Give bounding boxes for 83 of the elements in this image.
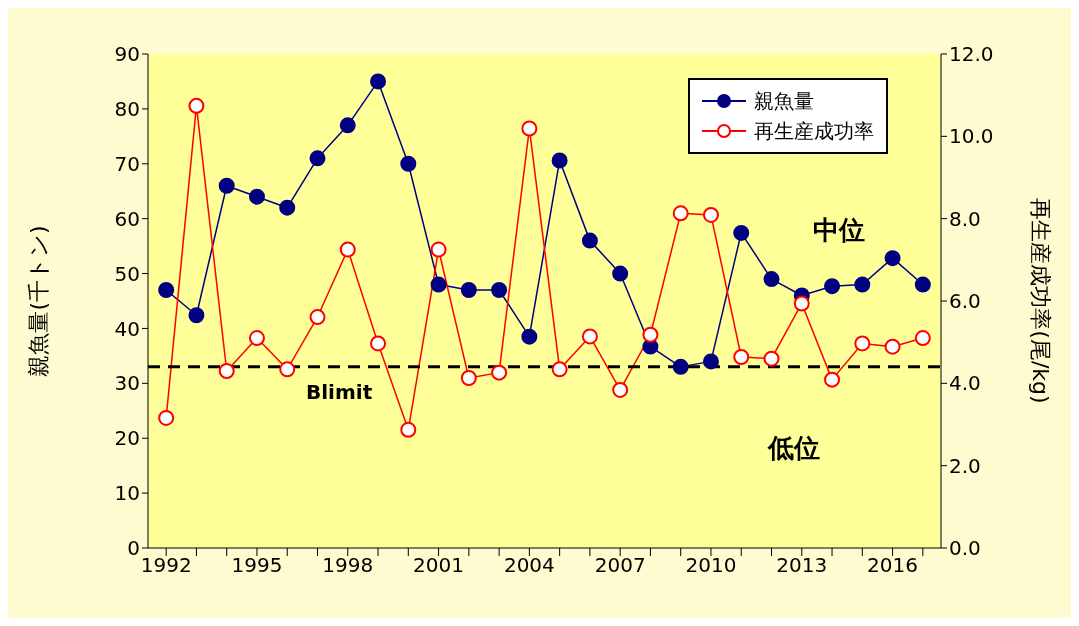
y2-tick-label: 2.0 (949, 453, 981, 478)
legend-label: 再生産成功率 (754, 117, 874, 145)
legend-label: 親魚量 (754, 87, 814, 115)
x-tick-label: 2007 (594, 553, 646, 578)
y-tick-label: 50 (114, 261, 140, 286)
point (793, 295, 810, 312)
point (733, 224, 750, 241)
point (914, 276, 931, 293)
x-tick-label: 2016 (867, 553, 919, 578)
point (309, 150, 326, 167)
point (188, 307, 205, 324)
x-tick-label: 2001 (413, 553, 465, 578)
point (551, 152, 568, 169)
y-tick-label: 30 (114, 371, 140, 396)
point (279, 361, 296, 378)
y2-axis-title: 再生産成功率(尾/kg) (1028, 198, 1054, 404)
y2-tick-label: 8.0 (949, 206, 981, 231)
y-tick-label: 70 (114, 151, 140, 176)
point (491, 364, 508, 381)
x-tick-label: 1998 (322, 553, 374, 578)
point (763, 271, 780, 288)
point (218, 177, 235, 194)
point (248, 330, 265, 347)
point (309, 309, 326, 326)
point (612, 381, 629, 398)
point (158, 282, 175, 299)
y-tick-label: 60 (114, 206, 140, 231)
y-tick-label: 10 (114, 481, 140, 506)
point (491, 282, 508, 299)
x-tick-label: 2010 (685, 553, 737, 578)
point (672, 358, 689, 375)
point (672, 205, 689, 222)
point (370, 335, 387, 352)
x-tick-label: 1992 (140, 553, 192, 578)
point (854, 335, 871, 352)
point (763, 350, 780, 367)
point (551, 361, 568, 378)
point (188, 97, 205, 114)
point (460, 282, 477, 299)
point (248, 188, 265, 205)
point (884, 338, 901, 355)
y2-tick-label: 4.0 (949, 371, 981, 396)
y2-tick-label: 10.0 (949, 124, 994, 149)
y-axis-title: 親魚量(千トン) (25, 225, 51, 377)
y-tick-label: 90 (114, 42, 140, 67)
y-tick-label: 20 (114, 426, 140, 451)
y-tick-label: 40 (114, 316, 140, 341)
y-tick-label: 0 (127, 536, 140, 561)
point (914, 330, 931, 347)
point (612, 265, 629, 282)
x-tick-label: 2004 (503, 553, 555, 578)
point (218, 362, 235, 379)
point (733, 348, 750, 365)
point (642, 326, 659, 343)
point (824, 371, 841, 388)
point (339, 241, 356, 258)
x-tick-label: 2013 (776, 553, 828, 578)
point (702, 206, 719, 223)
y-tick-label: 80 (114, 96, 140, 121)
point (400, 155, 417, 172)
point (430, 276, 447, 293)
annotation: 低位 (768, 432, 820, 465)
point (370, 73, 387, 90)
point (521, 328, 538, 345)
point (581, 328, 598, 345)
annotation: 中位 (813, 214, 865, 247)
point (854, 276, 871, 293)
point (824, 278, 841, 295)
y2-tick-label: 6.0 (949, 289, 981, 314)
ref-line-label: Blimit (306, 379, 373, 404)
point (430, 241, 447, 258)
point (400, 421, 417, 438)
point (521, 120, 538, 137)
point (158, 409, 175, 426)
y2-tick-label: 0.0 (949, 536, 981, 561)
point (460, 369, 477, 386)
point (279, 199, 296, 216)
point (702, 353, 719, 370)
x-tick-label: 1995 (231, 553, 283, 578)
point (581, 232, 598, 249)
point (339, 117, 356, 134)
point (884, 250, 901, 267)
y2-tick-label: 12.0 (949, 42, 994, 67)
